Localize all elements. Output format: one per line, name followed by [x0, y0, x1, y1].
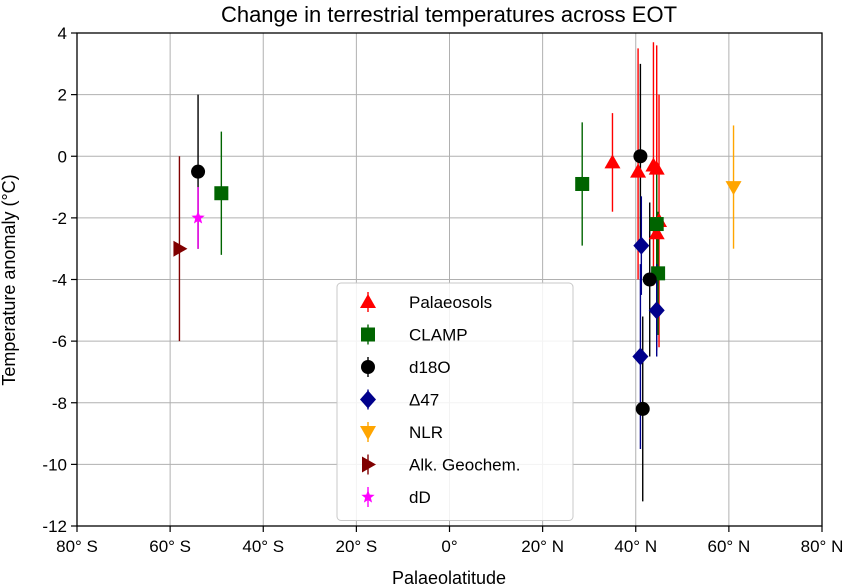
- y-tick-label: -6: [52, 332, 67, 351]
- legend-marker: [361, 490, 375, 503]
- axis-ticks: 80° S 60° S 40° S 20° S 0° 20° N 40° N 60° N 80°…: [42, 24, 843, 556]
- x-tick-label: 20° N: [521, 537, 564, 556]
- data-point: [191, 210, 205, 224]
- y-tick-label: -4: [52, 271, 67, 290]
- legend-marker: [360, 294, 376, 308]
- data-point: [191, 164, 206, 179]
- y-tick-label: 4: [58, 24, 67, 43]
- y-tick-label: -8: [52, 394, 67, 413]
- x-tick-label: 40° S: [242, 537, 284, 556]
- x-tick-label: 80° N: [801, 537, 844, 556]
- data-point: [630, 163, 647, 178]
- y-tick-label: 2: [58, 86, 67, 105]
- legend-marker: [361, 327, 375, 342]
- x-tick-label: 60° S: [149, 537, 191, 556]
- data-point: [648, 225, 665, 240]
- y-tick-label: -2: [52, 209, 67, 228]
- x-tick-label: 0°: [441, 537, 457, 556]
- data-point: [214, 186, 229, 201]
- y-tick-label: -12: [42, 517, 67, 536]
- data-point: [633, 149, 648, 164]
- legend-entry: Δ47: [409, 391, 439, 410]
- data-markers: [173, 149, 742, 416]
- data-point: [642, 272, 657, 287]
- data-point: [725, 181, 742, 196]
- data-point: [575, 176, 590, 191]
- data-point: [635, 401, 650, 416]
- data-point: [633, 236, 650, 255]
- legend-entry: dD: [409, 488, 431, 507]
- legend-marker: [360, 426, 376, 440]
- data-point: [648, 160, 665, 175]
- legend-entry: Alk. Geochem.: [409, 456, 521, 475]
- legend-entry: CLAMP: [409, 326, 468, 345]
- data-point: [604, 154, 621, 169]
- chart-title: Change in terrestrial temperatures acros…: [221, 2, 677, 27]
- legend-marker: [362, 456, 376, 473]
- legend-box: [336, 282, 574, 521]
- legend-entry: Palaeosols: [409, 293, 492, 312]
- legend-entry: d18O: [409, 358, 451, 377]
- x-axis-label: Palaeolatitude: [392, 568, 506, 588]
- x-tick-label: 60° N: [708, 537, 751, 556]
- legend-entry: NLR: [409, 423, 443, 442]
- data-point: [649, 217, 664, 232]
- legend-marker: [360, 390, 376, 409]
- y-tick-label: -10: [42, 455, 67, 474]
- x-tick-label: 20° S: [335, 537, 377, 556]
- x-tick-label: 40° N: [614, 537, 657, 556]
- legend: Palaeosols CLAMP d18O Δ47 NLR Alk. Geochem. dD: [336, 282, 574, 521]
- x-tick-label: 80° S: [56, 537, 98, 556]
- y-tick-label: 0: [58, 147, 67, 166]
- data-point: [648, 301, 665, 320]
- legend-marker: [361, 360, 375, 374]
- y-axis-label: Temperature anomaly (°C): [0, 174, 19, 385]
- data-point: [632, 347, 649, 366]
- data-point: [173, 240, 188, 257]
